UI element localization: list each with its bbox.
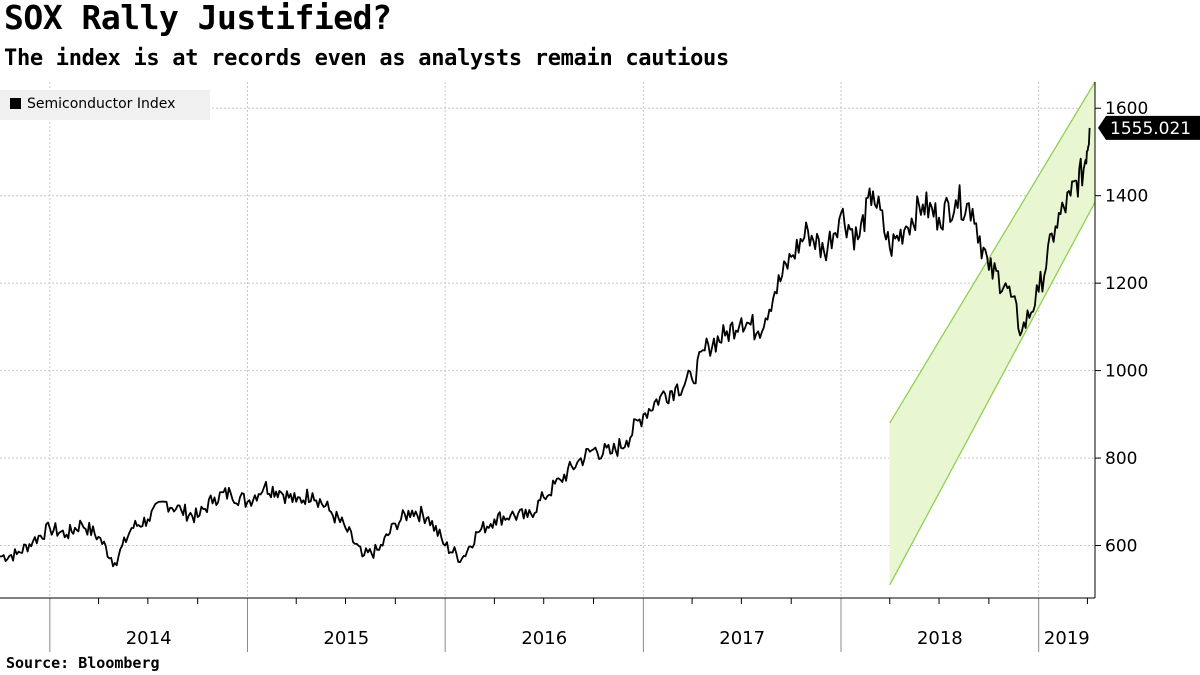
x-tick-label: 2016 [521,628,567,649]
grid-lines [0,82,1095,598]
legend-swatch [10,98,21,109]
x-tick-label: 2019 [1044,628,1090,649]
last-value-box [1098,115,1200,140]
x-tick-label: 2017 [719,628,765,649]
chart-subtitle: The index is at records even as analysts… [4,46,729,71]
x-tick-label: 2018 [917,628,963,649]
last-value-callout: 1555.021 [1098,115,1200,140]
legend-background [0,90,210,120]
x-tick-label: 2014 [126,628,172,649]
x-tick-label: 2015 [323,628,369,649]
y-tick-label: 1400 [1105,187,1148,207]
channel-fill [889,82,1095,585]
legend-entry: Semiconductor Index [27,96,175,112]
legend: Semiconductor Index [0,90,210,120]
chart-title: SOX Rally Justified? [4,0,392,37]
axes: 600 800 1000 1200 1400 1600 2014 2015 2016 2017 20… [0,82,1148,652]
channel-upper-line [889,81,1096,424]
last-value-label: 1555.021 [1110,119,1191,139]
y-tick-label: 1000 [1105,362,1148,382]
y-tick-label: 1200 [1105,274,1148,294]
y-tick-label: 800 [1105,449,1137,469]
y-tick-label: 600 [1105,537,1137,557]
source-note: Source: Bloomberg [6,654,160,672]
channel-lower-line [889,201,1096,586]
series-layer [0,127,1091,568]
y-tick-label: 1600 [1105,99,1148,119]
trend-channel [889,81,1096,586]
series-line-semiconductor-index [0,127,1091,568]
